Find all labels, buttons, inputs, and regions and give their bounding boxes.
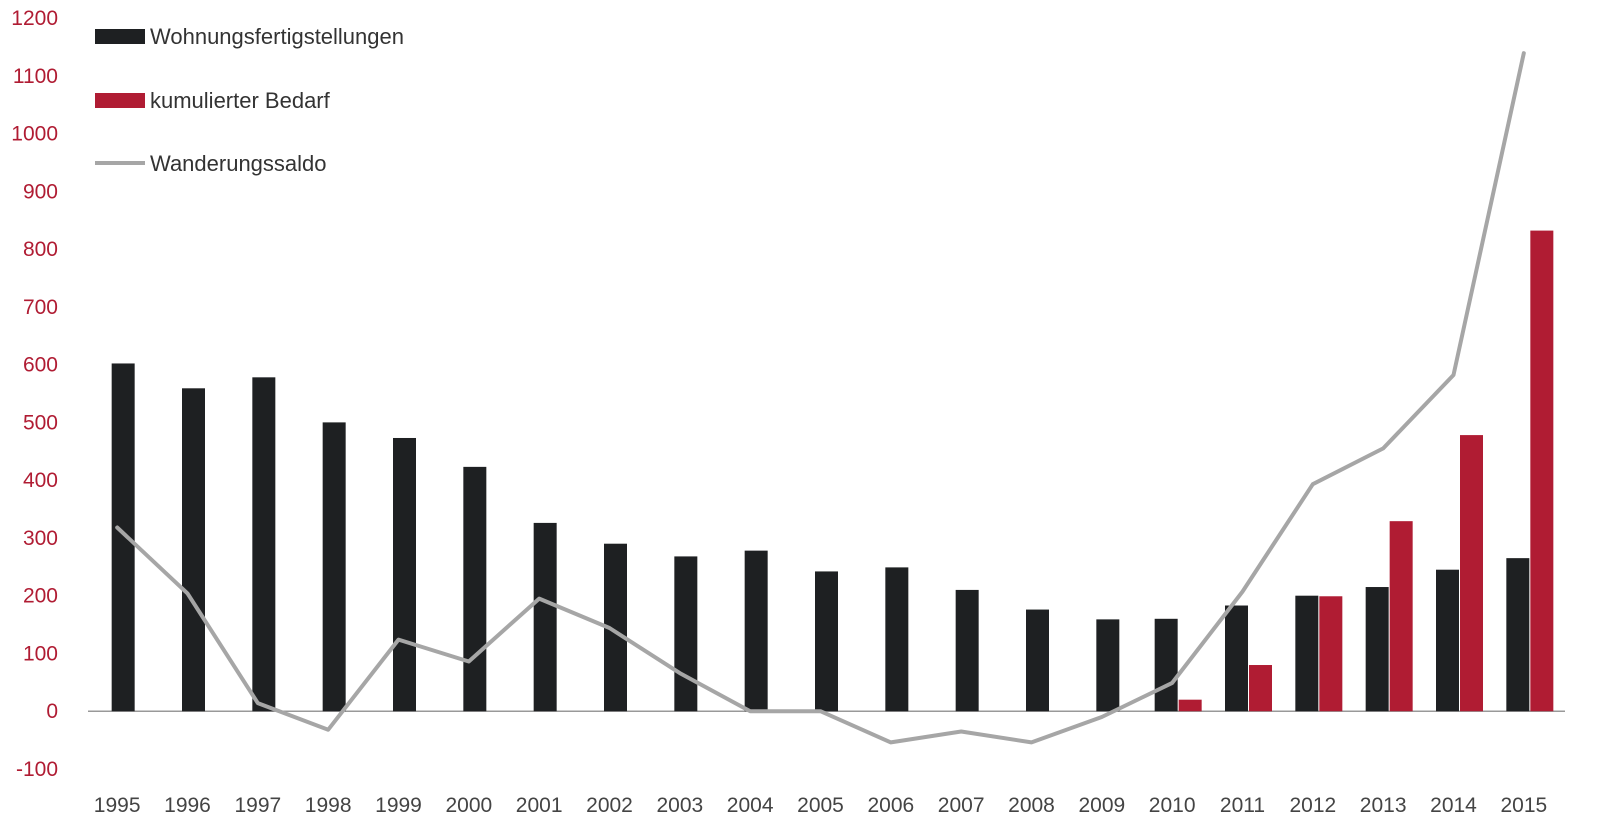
y-tick-label: 500 <box>23 411 58 434</box>
legend-swatch-wohnungsfertigstellungen <box>95 29 145 44</box>
wanderungssaldo-line <box>115 51 1526 745</box>
bar-wohnungsfertigstellungen-2011 <box>1225 605 1248 712</box>
bar-wohnungsfertigstellungen-2009 <box>1096 619 1120 712</box>
y-tick-label: 1000 <box>11 123 58 146</box>
bar-kumulierter-bedarf-2015 <box>1530 230 1554 712</box>
x-tick-label: 1998 <box>305 794 352 817</box>
x-tick-label: 2009 <box>1078 794 1125 817</box>
bar-wohnungsfertigstellungen-1995 <box>111 363 135 712</box>
y-tick-label: 200 <box>23 585 58 608</box>
legend: Wohnungsfertigstellungen kumulierter Bed… <box>95 24 404 176</box>
bar-wohnungsfertigstellungen-2013 <box>1365 587 1389 712</box>
bar-wohnungsfertigstellungen-1997 <box>252 377 276 712</box>
y-axis-ticks: -100 0 100 200 300 400 500 600 700 800 900 1000 1100… <box>11 7 58 781</box>
x-tick-label: 1995 <box>94 794 141 817</box>
bar-wohnungsfertigstellungen-2008 <box>1026 609 1049 712</box>
bar-wohnungsfertigstellungen-2000 <box>463 466 487 712</box>
y-tick-label: 300 <box>23 527 58 550</box>
x-tick-label: 1996 <box>164 794 211 817</box>
bar-wohnungsfertigstellungen-2012 <box>1295 595 1319 712</box>
x-tick-label: 1999 <box>375 794 422 817</box>
x-tick-label: 1997 <box>234 794 281 817</box>
x-tick-label: 2007 <box>938 794 985 817</box>
bar-wohnungsfertigstellungen-2002 <box>604 543 627 712</box>
x-tick-label: 2003 <box>656 794 703 817</box>
bar-wohnungsfertigstellungen-2010 <box>1154 618 1178 712</box>
y-tick-label: 1100 <box>13 65 58 88</box>
y-tick-label: 0 <box>46 700 58 723</box>
y-tick-label: 400 <box>23 469 58 492</box>
bar-wohnungsfertigstellungen-1996 <box>182 388 205 712</box>
bar-wohnungsfertigstellungen-1999 <box>393 437 416 712</box>
legend-label-wohnungsfertigstellungen: Wohnungsfertigstellungen <box>150 24 404 49</box>
x-tick-label: 2004 <box>727 794 774 817</box>
bar-wohnungsfertigstellungen-2003 <box>674 556 698 712</box>
bar-wohnungsfertigstellungen-2006 <box>885 567 909 712</box>
y-tick-label: 100 <box>23 642 58 665</box>
y-tick-label: 1200 <box>11 7 58 30</box>
x-tick-label: 2010 <box>1149 794 1196 817</box>
x-tick-label: 2013 <box>1360 794 1407 817</box>
x-axis-ticks: 1995 1996 1997 1998 1999 2000 2001 2002 2003 2004… <box>94 794 1547 817</box>
y-tick-label: 600 <box>23 354 58 377</box>
bar-kumulierter-bedarf-2010 <box>1178 699 1202 712</box>
x-tick-label: 2005 <box>797 794 844 817</box>
x-tick-label: 2014 <box>1430 794 1477 817</box>
x-tick-label: 2000 <box>445 794 492 817</box>
bar-wohnungsfertigstellungen-2005 <box>815 571 838 712</box>
legend-label-wanderungssaldo: Wanderungssaldo <box>150 151 327 176</box>
bar-wohnungsfertigstellungen-2015 <box>1506 558 1530 712</box>
x-tick-label: 2006 <box>867 794 914 817</box>
y-tick-label: 800 <box>23 238 58 261</box>
legend-label-kumulierter-bedarf: kumulierter Bedarf <box>150 88 331 113</box>
bar-wohnungsfertigstellungen-2001 <box>533 522 557 712</box>
bar-wohnungsfertigstellungen-2007 <box>955 589 979 712</box>
bar-kumulierter-bedarf-2014 <box>1460 435 1483 712</box>
bar-kumulierter-bedarf-2012 <box>1319 596 1343 712</box>
x-tick-label: 2001 <box>516 794 563 817</box>
legend-swatch-kumulierter-bedarf <box>95 93 145 108</box>
x-tick-label: 2012 <box>1289 794 1336 817</box>
bar-kumulierter-bedarf-2011 <box>1249 665 1272 712</box>
bar-wohnungsfertigstellungen-2004 <box>744 550 768 712</box>
bar-kumulierter-bedarf-2013 <box>1389 521 1413 712</box>
x-tick-label: 2008 <box>1008 794 1055 817</box>
bar-wohnungsfertigstellungen-2014 <box>1436 569 1459 712</box>
x-tick-label: 2015 <box>1500 794 1547 817</box>
y-tick-label: 900 <box>23 180 58 203</box>
bar-wohnungsfertigstellungen-1998 <box>322 422 346 712</box>
bars <box>111 230 1554 712</box>
y-tick-label: 700 <box>23 296 58 319</box>
y-tick-label: -100 <box>16 758 58 781</box>
x-tick-label: 2002 <box>586 794 633 817</box>
x-tick-label: 2011 <box>1220 794 1265 817</box>
